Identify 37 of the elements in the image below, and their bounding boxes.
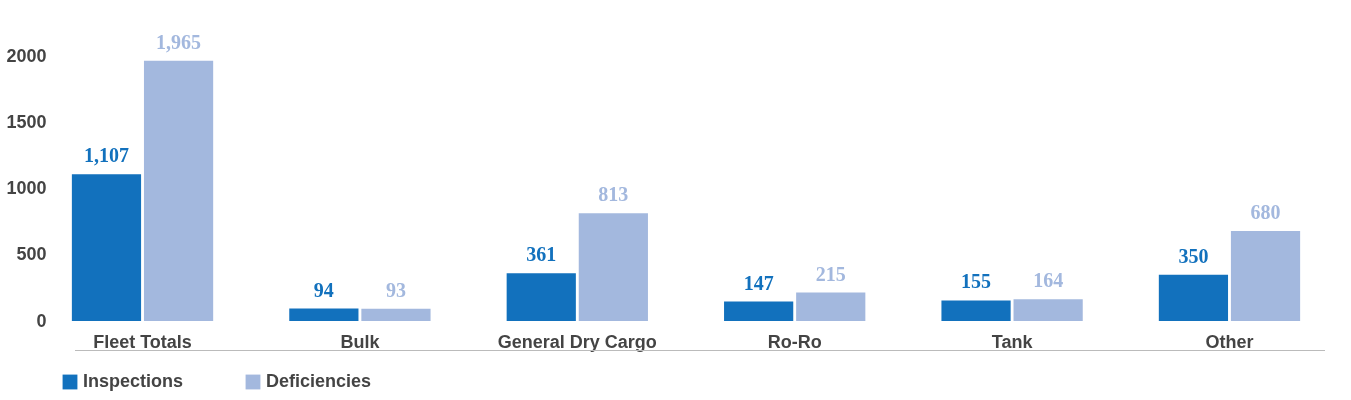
data-label: 1,107 <box>83 144 129 167</box>
y-tick-label: 1000 <box>6 178 47 198</box>
data-label: 155 <box>961 270 992 293</box>
bar <box>724 301 794 321</box>
x-tick-label: Other <box>1205 331 1254 352</box>
x-tick-label: General Dry Cargo <box>497 331 657 352</box>
y-tick-label: 0 <box>36 310 47 331</box>
x-tick-label: Bulk <box>340 331 381 352</box>
bar <box>506 273 576 321</box>
data-label: 93 <box>385 278 406 301</box>
bar <box>71 174 142 321</box>
x-tick-label: Tank <box>991 331 1034 352</box>
y-tick-label: 1500 <box>6 111 47 132</box>
y-tick-label: 500 <box>16 244 47 265</box>
bar <box>796 292 866 321</box>
bar <box>143 60 214 321</box>
bar <box>289 308 359 321</box>
x-tick-label: Fleet Totals <box>93 331 192 352</box>
x-tick-label: Ro-Ro <box>767 331 822 352</box>
bar <box>1158 274 1229 321</box>
bar <box>1230 230 1301 321</box>
bar <box>578 213 648 321</box>
data-label: 1,965 <box>156 30 202 53</box>
data-label: 361 <box>526 243 557 266</box>
data-label: 164 <box>1033 269 1064 292</box>
data-label: 94 <box>313 278 334 301</box>
bar <box>1013 299 1083 321</box>
y-tick-label: 2000 <box>6 45 47 66</box>
data-label: 350 <box>1178 244 1209 267</box>
data-label: 147 <box>743 271 774 294</box>
data-label: 215 <box>815 262 846 285</box>
legend-label: Inspections <box>83 371 184 391</box>
data-label: 680 <box>1250 200 1281 223</box>
bar <box>361 308 431 321</box>
bar <box>941 300 1011 321</box>
legend-label: Deficiencies <box>266 371 372 391</box>
data-label: 813 <box>598 183 629 206</box>
